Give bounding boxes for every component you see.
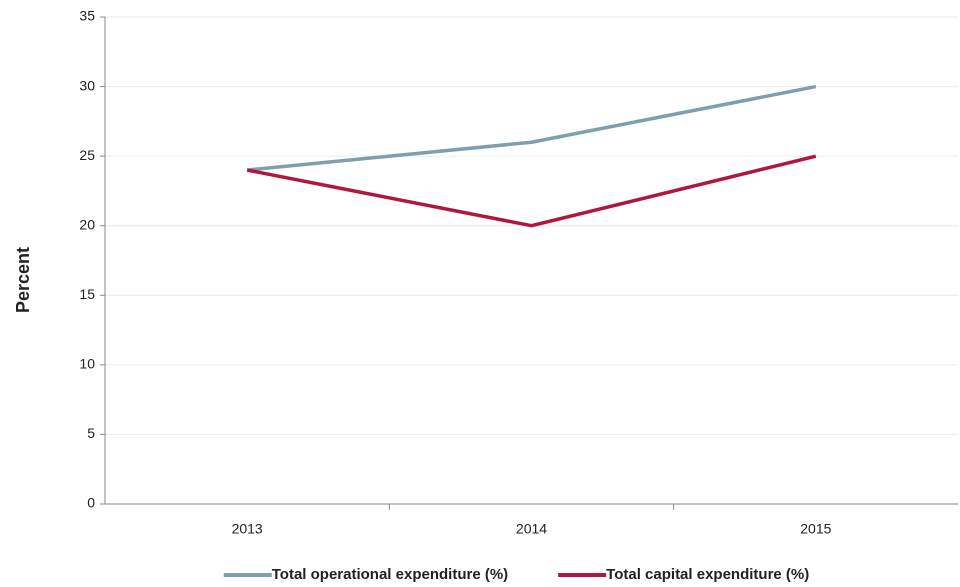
y-tick-label: 0 bbox=[87, 495, 95, 511]
y-tick-label: 25 bbox=[79, 147, 95, 163]
y-tick-label: 20 bbox=[79, 216, 95, 232]
x-tick-label: 2015 bbox=[800, 521, 831, 537]
y-tick-label: 5 bbox=[87, 425, 95, 441]
y-tick-label: 30 bbox=[79, 77, 95, 93]
y-axis-label: Percent bbox=[13, 247, 33, 313]
series-line bbox=[246, 154, 817, 228]
x-tick-label: 2013 bbox=[232, 521, 263, 537]
legend: Total operational expenditure (%) Total c… bbox=[223, 566, 809, 583]
legend-label: Total capital expenditure (%) bbox=[606, 566, 809, 583]
legend-label: Total operational expenditure (%) bbox=[272, 566, 508, 583]
y-tick-label: 10 bbox=[79, 356, 95, 372]
series-line bbox=[246, 84, 817, 172]
y-tick-label: 15 bbox=[79, 286, 95, 302]
x-tick-label: 2014 bbox=[516, 521, 547, 537]
y-tick-label: 35 bbox=[79, 8, 95, 24]
